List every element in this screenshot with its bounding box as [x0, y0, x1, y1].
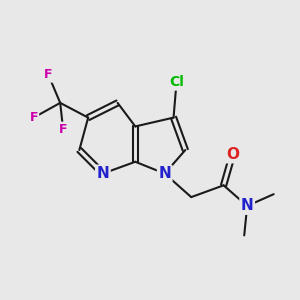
Text: N: N: [241, 198, 253, 213]
Text: O: O: [226, 147, 239, 162]
Text: F: F: [29, 111, 38, 124]
Text: F: F: [59, 123, 68, 136]
Text: Cl: Cl: [169, 75, 184, 89]
Text: N: N: [97, 166, 109, 181]
Text: N: N: [158, 166, 171, 181]
Text: F: F: [44, 68, 53, 81]
